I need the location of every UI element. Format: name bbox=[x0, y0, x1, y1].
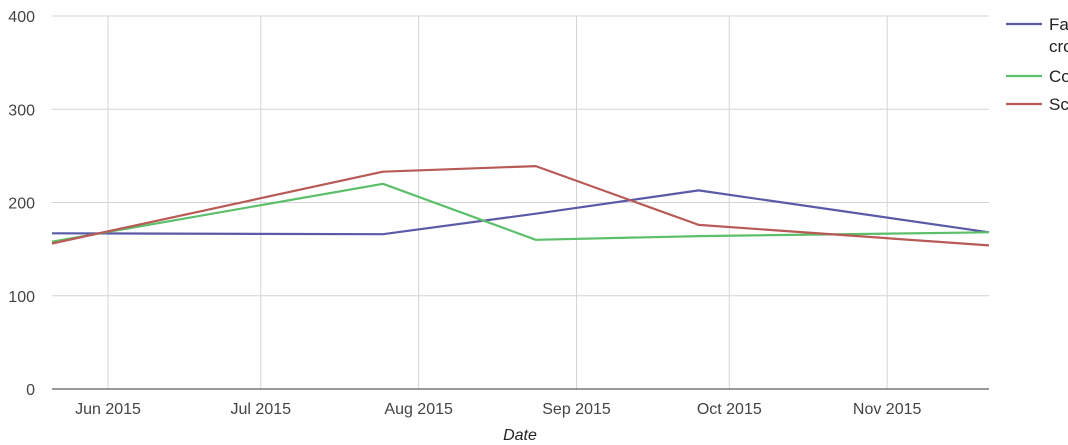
x-tick-label: Sep 2015 bbox=[542, 401, 611, 418]
x-tick-label: Jun 2015 bbox=[75, 401, 141, 418]
y-tick-labels: 0 100 200 300 400 bbox=[8, 9, 35, 399]
y-tick-label: 300 bbox=[8, 102, 35, 119]
legend-label-2: Co bbox=[1049, 67, 1068, 86]
legend-label-3: Sc bbox=[1049, 95, 1068, 114]
legend-label-1: Fa cro bbox=[1049, 15, 1068, 56]
series-line-2 bbox=[51, 182, 990, 243]
y-tick-label: 400 bbox=[8, 9, 35, 26]
y-tick-label: 100 bbox=[8, 289, 35, 306]
series-lines bbox=[51, 165, 990, 247]
x-tick-label: Jul 2015 bbox=[231, 401, 292, 418]
series-line-1 bbox=[51, 189, 990, 236]
grid-lines bbox=[52, 15, 989, 389]
y-tick-label: 200 bbox=[8, 196, 35, 213]
x-tick-label: Nov 2015 bbox=[853, 401, 922, 418]
x-tick-labels: Jun 2015 Jul 2015 Aug 2015 Sep 2015 Oct 2015… bbox=[75, 401, 921, 418]
legend: Fa cro Co Sc bbox=[1006, 15, 1068, 114]
x-axis-title: Date bbox=[503, 427, 537, 444]
y-tick-label: 0 bbox=[26, 382, 35, 399]
series-line-3 bbox=[51, 165, 990, 247]
x-tick-label: Oct 2015 bbox=[697, 401, 762, 418]
x-tick-label: Aug 2015 bbox=[384, 401, 453, 418]
